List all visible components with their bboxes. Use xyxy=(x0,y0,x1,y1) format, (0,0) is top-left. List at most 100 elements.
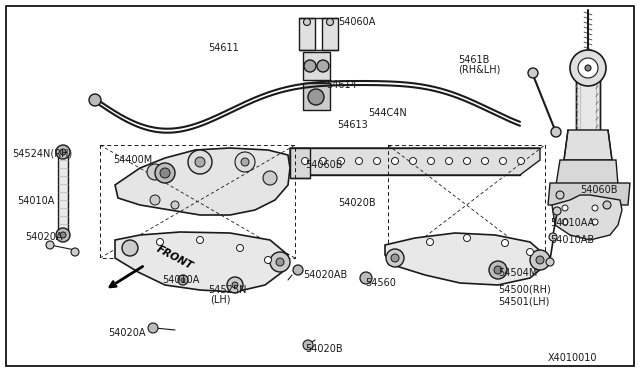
Circle shape xyxy=(308,89,324,105)
Text: 54020A: 54020A xyxy=(25,232,63,242)
Circle shape xyxy=(46,241,54,249)
Text: FRONT: FRONT xyxy=(155,244,195,272)
Circle shape xyxy=(181,278,185,282)
Text: 54060B: 54060B xyxy=(305,160,342,170)
Circle shape xyxy=(502,240,509,247)
Circle shape xyxy=(150,195,160,205)
Circle shape xyxy=(195,157,205,167)
Circle shape xyxy=(489,261,507,279)
Polygon shape xyxy=(290,148,310,178)
Circle shape xyxy=(237,244,243,251)
Circle shape xyxy=(585,65,591,71)
Circle shape xyxy=(463,234,470,241)
Polygon shape xyxy=(303,83,330,110)
Polygon shape xyxy=(290,148,540,175)
Text: 54560: 54560 xyxy=(365,278,396,288)
Circle shape xyxy=(276,258,284,266)
Text: 54010A: 54010A xyxy=(162,275,200,285)
Circle shape xyxy=(196,237,204,244)
Text: 54010AB: 54010AB xyxy=(550,235,594,245)
Text: 54500(RH): 54500(RH) xyxy=(498,285,551,295)
Circle shape xyxy=(562,219,568,225)
Text: 54614: 54614 xyxy=(326,80,356,90)
Circle shape xyxy=(60,232,66,238)
Circle shape xyxy=(235,152,255,172)
Circle shape xyxy=(546,258,554,266)
Text: 54010A: 54010A xyxy=(17,196,54,206)
Circle shape xyxy=(178,275,188,285)
Text: 54611: 54611 xyxy=(208,43,239,53)
Circle shape xyxy=(155,163,175,183)
Circle shape xyxy=(481,157,488,164)
Circle shape xyxy=(89,94,101,106)
Text: 54020B: 54020B xyxy=(338,198,376,208)
Text: 54060B: 54060B xyxy=(580,185,618,195)
Circle shape xyxy=(293,265,303,275)
Circle shape xyxy=(60,149,66,155)
Circle shape xyxy=(556,191,564,199)
Text: 54060A: 54060A xyxy=(338,17,376,27)
Circle shape xyxy=(549,233,557,241)
Circle shape xyxy=(528,68,538,78)
Polygon shape xyxy=(115,148,290,215)
Text: 54400M: 54400M xyxy=(113,155,152,165)
Polygon shape xyxy=(552,195,622,240)
Circle shape xyxy=(428,157,435,164)
Circle shape xyxy=(603,201,611,209)
Circle shape xyxy=(317,60,329,72)
Circle shape xyxy=(148,323,158,333)
Circle shape xyxy=(241,158,249,166)
Polygon shape xyxy=(299,18,315,50)
Circle shape xyxy=(570,50,606,86)
Circle shape xyxy=(319,157,326,164)
Circle shape xyxy=(71,248,79,256)
Circle shape xyxy=(536,256,544,264)
Circle shape xyxy=(374,157,381,164)
Text: 54020AB: 54020AB xyxy=(303,270,348,280)
Polygon shape xyxy=(58,152,68,235)
Circle shape xyxy=(592,205,598,211)
Circle shape xyxy=(392,157,399,164)
Circle shape xyxy=(270,252,290,272)
Circle shape xyxy=(160,168,170,178)
Circle shape xyxy=(326,19,333,26)
Circle shape xyxy=(301,157,308,164)
Polygon shape xyxy=(556,160,618,185)
Text: 54525N: 54525N xyxy=(208,285,246,295)
Text: 54504M: 54504M xyxy=(498,268,538,278)
Circle shape xyxy=(56,228,70,242)
Text: 54020A: 54020A xyxy=(108,328,145,338)
Circle shape xyxy=(426,238,433,246)
Circle shape xyxy=(355,157,362,164)
Circle shape xyxy=(527,248,534,256)
Text: X4010010: X4010010 xyxy=(548,353,598,363)
Text: 54010AA: 54010AA xyxy=(550,218,595,228)
Circle shape xyxy=(518,157,525,164)
Circle shape xyxy=(499,157,506,164)
Circle shape xyxy=(578,58,598,78)
Polygon shape xyxy=(564,130,612,160)
Circle shape xyxy=(303,19,310,26)
Circle shape xyxy=(360,272,372,284)
Circle shape xyxy=(337,157,344,164)
Circle shape xyxy=(263,171,277,185)
Circle shape xyxy=(410,157,417,164)
Circle shape xyxy=(304,60,316,72)
Polygon shape xyxy=(385,233,545,285)
Polygon shape xyxy=(576,68,600,130)
Circle shape xyxy=(147,164,163,180)
Circle shape xyxy=(494,266,502,274)
Circle shape xyxy=(188,150,212,174)
Circle shape xyxy=(530,250,550,270)
Circle shape xyxy=(264,257,271,263)
Text: (RH&LH): (RH&LH) xyxy=(458,65,500,75)
Circle shape xyxy=(157,238,163,246)
Circle shape xyxy=(303,340,313,350)
Circle shape xyxy=(171,201,179,209)
Text: (LH): (LH) xyxy=(210,295,230,305)
Text: 544C4N: 544C4N xyxy=(368,108,407,118)
Polygon shape xyxy=(322,18,338,50)
Circle shape xyxy=(227,277,243,293)
Text: 54020B: 54020B xyxy=(305,344,342,354)
Text: 54501(LH): 54501(LH) xyxy=(498,297,549,307)
